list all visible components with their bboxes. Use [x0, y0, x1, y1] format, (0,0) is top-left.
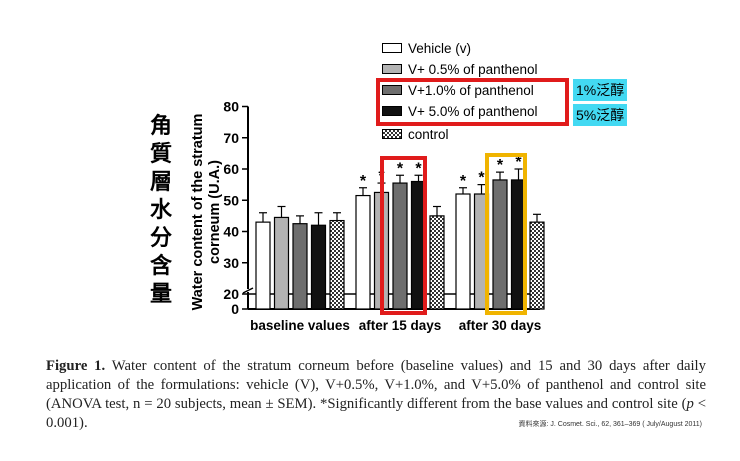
legend-item-panthenol-5-0: V+ 5.0% of panthenol — [382, 101, 537, 121]
bar-2-4 — [529, 221, 545, 310]
legend-label-control: control — [408, 126, 449, 142]
significance-star-2-3: * — [515, 154, 522, 171]
significance-star-2-0: * — [460, 173, 467, 190]
y-tick-label-50: 50 — [223, 192, 239, 208]
legend-label-panthenol-0-5: V+ 0.5% of panthenol — [408, 61, 538, 77]
y-tick-label-70: 70 — [223, 130, 239, 146]
legend-item-control: control — [382, 124, 449, 144]
legend-item-panthenol-0-5: V+ 0.5% of panthenol — [382, 59, 537, 79]
significance-star-2-1: * — [478, 170, 485, 187]
bar-0-1 — [273, 216, 290, 310]
legend-highlight-box — [376, 78, 569, 126]
chart-labels: 020 30 40 50 60 70 80 baseline values * * * * after … — [223, 99, 541, 334]
caption-text-end: < 0.001). — [46, 396, 706, 431]
significance-star-1-0: * — [360, 173, 367, 190]
y-tick-label-20: 20 — [223, 286, 239, 302]
bar-0-3 — [310, 224, 327, 310]
y-tick-label-60: 60 — [223, 161, 239, 177]
x-category-label-2: after 30 days — [459, 318, 542, 333]
caption-text: Water content of the stratum corneum bef… — [46, 358, 706, 412]
legend-swatch-control — [382, 129, 402, 139]
cjk-chart-title: 角質層水分含量 — [149, 113, 172, 307]
significance-star-1-2: * — [397, 160, 404, 177]
x-category-label-0: baseline values — [250, 318, 350, 333]
figure-label: Figure 1. — [46, 358, 106, 374]
tag-1-percent-panthenol: 1%泛醇 — [573, 79, 628, 101]
figure-caption: Figure 1. Water content of the stratum c… — [46, 357, 706, 433]
bar-1-4 — [429, 215, 445, 310]
bar-2-0 — [455, 193, 471, 310]
x-category-label-1: after 15 days — [359, 318, 442, 333]
legend-swatch-panthenol-0-5 — [382, 64, 402, 74]
legend-label-vehicle: Vehicle (v) — [408, 40, 472, 56]
legend-item-panthenol-1-0: V+1.0% of panthenol — [382, 80, 534, 100]
legend-item-vehicle: Vehicle (v) — [382, 38, 471, 58]
chart-legend: Vehicle (v) V+ 0.5% of panthenol V+1.0% … — [382, 38, 642, 148]
significance-star-2-2: * — [497, 157, 504, 174]
legend-label-panthenol-5-0: V+ 5.0% of panthenol — [408, 103, 538, 119]
chart-bars — [255, 168, 545, 310]
y-tick-label-30: 30 — [223, 255, 239, 271]
legend-label-panthenol-1-0: V+1.0% of panthenol — [408, 82, 534, 98]
significance-star-1-3: * — [415, 160, 422, 177]
legend-swatch-panthenol-1-0 — [382, 85, 402, 95]
source-citation: 資料來源: J. Cosmet. Sci., 62, 361–369 ( Jul… — [518, 421, 702, 428]
y-tick-label-80: 80 — [223, 99, 239, 115]
y-axis-label: Water content of the stratum corneum (U.… — [190, 113, 223, 311]
tag-5-percent-panthenol: 5%泛醇 — [573, 104, 628, 126]
bar-0-0 — [255, 221, 271, 310]
bar-1-0 — [355, 194, 371, 310]
y-axis-break-mark — [242, 287, 254, 294]
legend-swatch-panthenol-5-0 — [382, 106, 402, 116]
bar-0-4 — [329, 219, 345, 310]
day30-highlight-box — [485, 153, 527, 315]
day15-highlight-box — [380, 156, 427, 315]
y-tick-label-0: 0 — [231, 301, 239, 317]
caption-p-symbol: p — [686, 396, 694, 412]
y-tick-label-40: 40 — [223, 224, 239, 240]
bar-0-2 — [292, 223, 308, 310]
legend-swatch-vehicle — [382, 43, 402, 53]
